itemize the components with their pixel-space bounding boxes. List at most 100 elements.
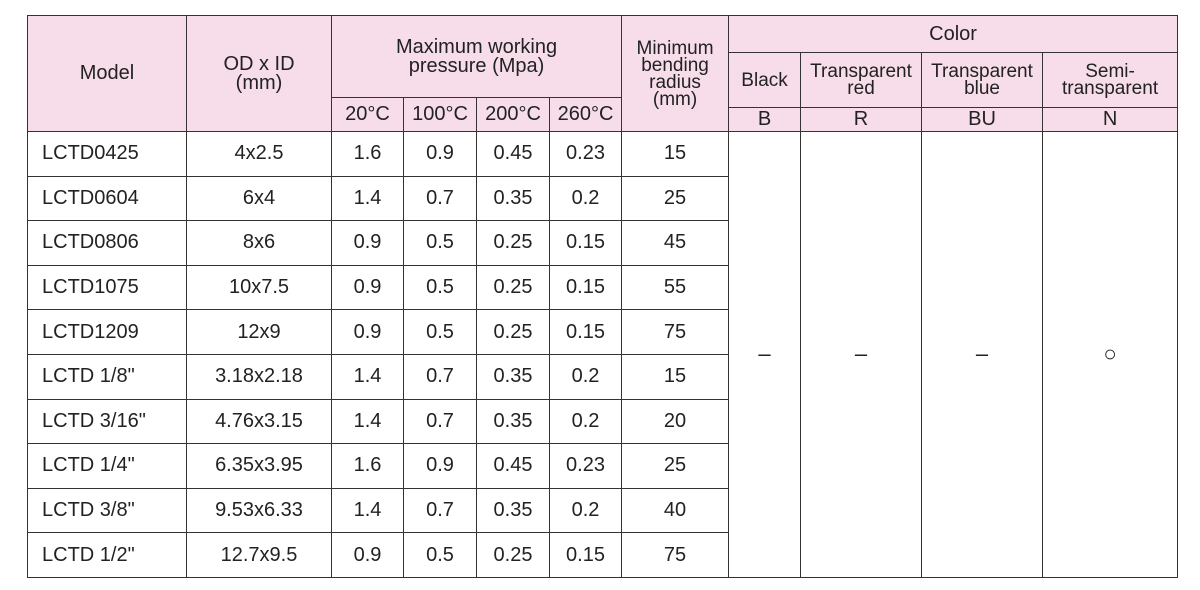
header-row: Black Transparent red Transparent blue Semi… — [28, 52, 1179, 108]
table-row: LCTD 3/16" 4.76x3.15 1.4 0.7 0.35 0.2 20 — [27, 398, 1178, 445]
table-cell: 75 — [621, 309, 730, 355]
header-cell: Model — [27, 15, 187, 132]
table-cell: 0.9 — [403, 131, 477, 177]
table-cell: 1.6 — [331, 443, 404, 489]
header-cell: Minimum bending radius (mm) — [621, 15, 730, 132]
table-row: LCTD1075 10x7.5 0.9 0.5 0.25 0.15 55 — [27, 264, 1178, 311]
table-cell: 4x2.5 — [186, 131, 332, 177]
table-header: Model OD x ID (mm) Maximum working pressur… — [27, 15, 1179, 132]
table-row: LCTD 1/4" 6.35x3.95 1.6 0.9 0.45 0.23 25 — [27, 443, 1178, 489]
table-cell: 12x9 — [186, 309, 332, 355]
table-cell: 0.9 — [331, 532, 404, 578]
table-cell: 12.7x9.5 — [186, 532, 332, 578]
header-cell: Transparent red — [800, 52, 923, 108]
header-cell: OD x ID (mm) — [186, 15, 332, 132]
table-cell: LCTD 3/16" — [27, 398, 187, 445]
table-cell: 55 — [621, 264, 730, 311]
table-cell: 0.35 — [476, 353, 550, 400]
header-cell: BU — [921, 107, 1044, 132]
table-cell: 1.4 — [331, 398, 404, 445]
table-cell: 15 — [621, 353, 730, 400]
table-cell: 3.18x2.18 — [186, 353, 332, 400]
table-cell: 0.2 — [548, 487, 623, 534]
table-cell: 0.15 — [548, 309, 623, 355]
table-cell: 0.5 — [403, 264, 477, 311]
table-cell: 10x7.5 — [186, 264, 332, 311]
color-mark: – — [800, 131, 923, 578]
table-body: LCTD0425 4x2.5 1.6 0.9 0.45 0.23 15– – – ○ LCTD060… — [27, 131, 1179, 578]
table-cell: 0.9 — [331, 220, 404, 266]
table-cell: 0.35 — [476, 398, 550, 445]
header-cell: Semi- transparent — [1042, 52, 1179, 108]
table-cell: 4.76x3.15 — [186, 398, 332, 445]
table-cell: 75 — [621, 532, 730, 578]
table-cell: 0.35 — [476, 175, 550, 222]
header-row: Model OD x ID (mm) Maximum working pressur… — [27, 15, 1179, 132]
table-cell: 0.7 — [403, 353, 477, 400]
table-cell: 1.6 — [331, 131, 404, 177]
table-row: LCTD0425 4x2.5 1.6 0.9 0.45 0.23 15– – – ○ — [27, 131, 1179, 578]
table-cell: 6.35x3.95 — [186, 443, 332, 489]
header-cell: 20°C — [331, 97, 404, 132]
table-cell: 25 — [621, 443, 730, 489]
table-row: LCTD 1/2" 12.7x9.5 0.9 0.5 0.25 0.15 75 — [27, 532, 1178, 578]
header-cell: Color — [728, 15, 1179, 53]
table-cell: 0.7 — [403, 398, 477, 445]
table-cell: 0.7 — [403, 175, 477, 222]
table-cell: LCTD1075 — [27, 264, 187, 311]
table-row: LCTD0806 8x6 0.9 0.5 0.25 0.15 45 — [27, 220, 1178, 266]
table-cell: LCTD0806 — [27, 220, 187, 266]
color-mark: – — [921, 131, 1044, 578]
table-cell: 0.9 — [403, 443, 477, 489]
table-cell: 0.45 — [476, 131, 550, 177]
table-cell: 0.7 — [403, 487, 477, 534]
table-cell: 15 — [621, 131, 730, 177]
table-cell: 0.23 — [548, 443, 623, 489]
table-cell: 20 — [621, 398, 730, 445]
table-cell: 0.35 — [476, 487, 550, 534]
table-cell: 0.5 — [403, 532, 477, 578]
table-cell: 0.25 — [476, 220, 550, 266]
table-cell: 0.25 — [476, 532, 550, 578]
table-cell: 0.15 — [548, 220, 623, 266]
table-cell: LCTD0425 — [27, 131, 187, 177]
table-cell: 0.2 — [548, 398, 623, 445]
table-cell: LCTD 1/2" — [27, 532, 187, 578]
color-mark: – — [728, 131, 802, 578]
table-cell: LCTD1209 — [27, 309, 187, 355]
table-cell: 9.53x6.33 — [186, 487, 332, 534]
table-cell: LCTD 3/8" — [27, 487, 187, 534]
table-cell: 1.4 — [331, 353, 404, 400]
header-row: 20°C 100°C 200°C 260°C — [28, 97, 1178, 132]
table-row: LCTD 3/8" 9.53x6.33 1.4 0.7 0.35 0.2 40 — [27, 487, 1178, 534]
table-cell: 0.25 — [476, 309, 550, 355]
table-cell: 25 — [621, 175, 730, 222]
table-cell: 6x4 — [186, 175, 332, 222]
header-cell: Maximum working pressure (Mpa) — [330, 15, 623, 98]
table-row: LCTD 1/8" 3.18x2.18 1.4 0.7 0.35 0.2 15 — [27, 353, 1178, 400]
spec-table: Model OD x ID (mm) Maximum working pressur… — [27, 15, 1179, 578]
header-cell: Black — [728, 52, 802, 108]
table-cell: 0.23 — [548, 131, 623, 177]
table-cell: 1.4 — [331, 175, 404, 222]
table-cell: 0.15 — [548, 532, 623, 578]
header-cell: N — [1042, 107, 1179, 132]
table-cell: LCTD0604 — [27, 175, 187, 222]
table-cell: LCTD 1/8" — [27, 353, 187, 400]
table-cell: 40 — [621, 487, 730, 534]
table-cell: 0.25 — [476, 264, 550, 311]
table-cell: 8x6 — [186, 220, 332, 266]
table-cell: 0.9 — [331, 264, 404, 311]
header-cell: 100°C — [403, 97, 477, 132]
table-cell: 45 — [621, 220, 730, 266]
table-cell: 0.5 — [403, 220, 477, 266]
table-cell: 0.15 — [548, 264, 623, 311]
table-cell: 0.9 — [331, 309, 404, 355]
color-mark: ○ — [1042, 131, 1179, 578]
header-cell: 200°C — [476, 97, 550, 132]
header-cell: B — [728, 107, 802, 132]
table-cell: 1.4 — [331, 487, 404, 534]
table-cell: 0.45 — [476, 443, 550, 489]
table-cell: 0.2 — [548, 353, 623, 400]
header-cell: 260°C — [548, 97, 623, 132]
